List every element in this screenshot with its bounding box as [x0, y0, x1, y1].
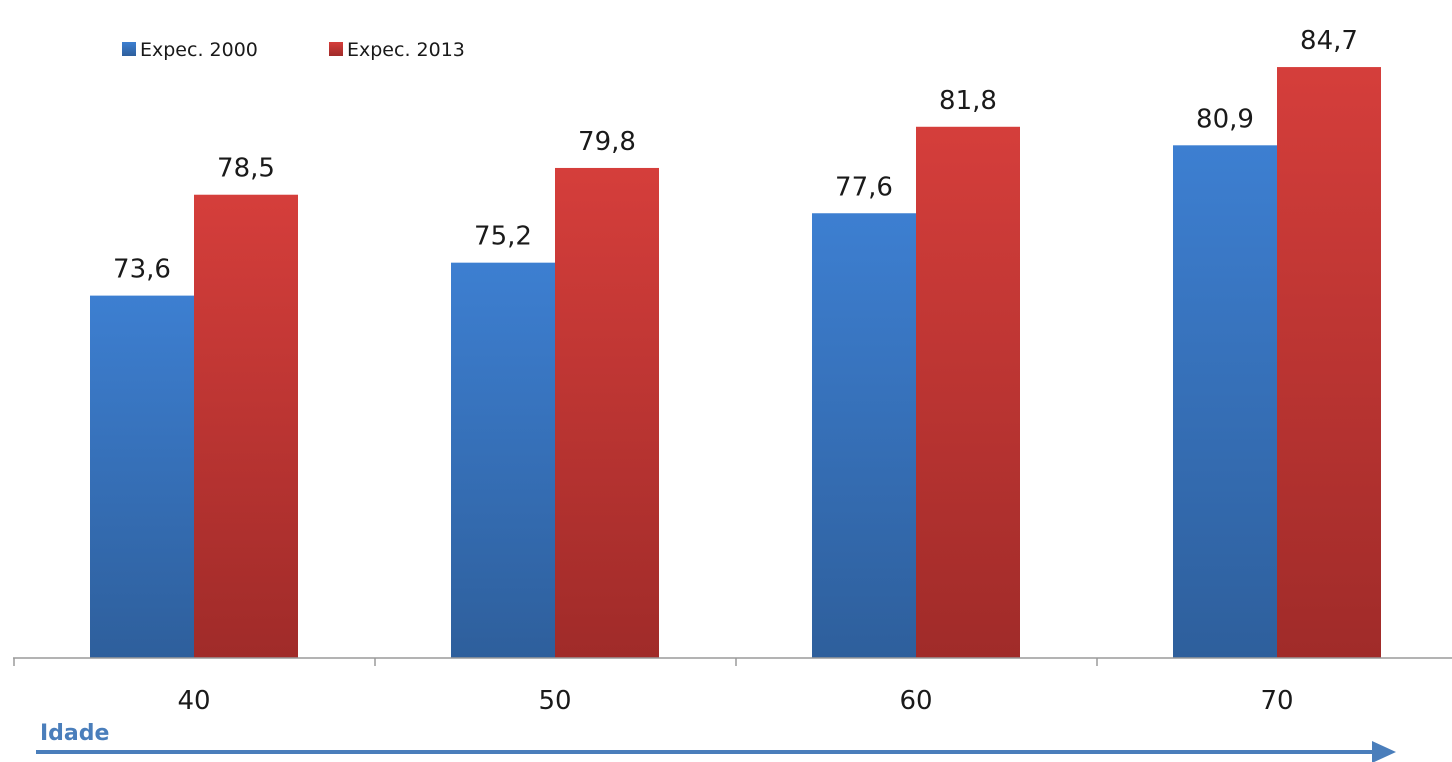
bar-50-s1 [555, 168, 659, 658]
value-label-70-s1: 84,7 [1300, 26, 1358, 56]
bar-40-s1 [194, 195, 298, 658]
bar-70-s0 [1173, 145, 1277, 658]
x-axis-tick-labels: 40 50 60 70 [177, 686, 1293, 716]
legend-item-expec-2013: Expec. 2013 [329, 39, 465, 61]
arrow-head [1372, 741, 1396, 762]
value-label-70-s0: 80,9 [1196, 104, 1254, 134]
value-label-40-s1: 78,5 [217, 154, 275, 184]
bar-40-s0 [90, 296, 194, 658]
value-labels-group: 73,6 78,5 75,2 79,8 77,6 81,8 80,9 84,7 [113, 26, 1358, 285]
value-label-50-s1: 79,8 [578, 127, 636, 157]
x-tick-label-70: 70 [1260, 686, 1293, 716]
x-axis-arrow [36, 741, 1396, 762]
legend: Expec. 2000 Expec. 2013 [122, 39, 465, 61]
x-axis-ticks [14, 658, 1452, 666]
legend-swatch-expec-2013 [329, 42, 343, 56]
bar-70-s1 [1277, 67, 1381, 658]
value-label-60-s0: 77,6 [835, 172, 893, 202]
value-label-50-s0: 75,2 [474, 222, 532, 252]
x-axis-title: Idade [40, 721, 109, 746]
value-label-40-s0: 73,6 [113, 255, 171, 285]
bar-60-s0 [812, 213, 916, 658]
value-label-60-s1: 81,8 [939, 86, 997, 116]
x-tick-label-60: 60 [899, 686, 932, 716]
bars-group [90, 67, 1381, 658]
legend-swatch-expec-2000 [122, 42, 136, 56]
legend-label-expec-2000: Expec. 2000 [140, 39, 258, 61]
legend-label-expec-2013: Expec. 2013 [347, 39, 465, 61]
legend-item-expec-2000: Expec. 2000 [122, 39, 258, 61]
bar-50-s0 [451, 263, 555, 658]
x-tick-label-40: 40 [177, 686, 210, 716]
bar-60-s1 [916, 127, 1020, 658]
x-tick-label-50: 50 [538, 686, 571, 716]
